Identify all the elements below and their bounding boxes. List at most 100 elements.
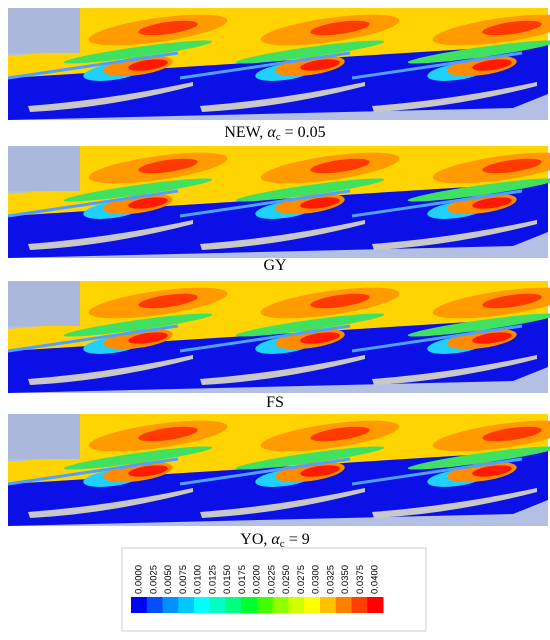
red-spot bbox=[310, 426, 370, 442]
colorbar-tick-label: 0.0150 bbox=[222, 565, 233, 594]
caption-text: GY bbox=[263, 257, 287, 274]
panel-caption: YO, αc = 9 bbox=[240, 531, 309, 550]
panel-caption: FS bbox=[266, 394, 284, 411]
red-core bbox=[300, 465, 340, 477]
blade bbox=[28, 220, 193, 250]
jet-line bbox=[179, 324, 351, 353]
color-swatch bbox=[209, 597, 226, 613]
step-block bbox=[8, 146, 80, 191]
blade bbox=[28, 82, 193, 112]
caption-subscript: c bbox=[276, 131, 281, 143]
blade bbox=[372, 82, 537, 112]
color-swatch bbox=[272, 597, 289, 613]
color-swatch bbox=[162, 597, 179, 613]
green-band bbox=[63, 40, 213, 64]
step-block bbox=[8, 8, 80, 53]
color-swatch bbox=[351, 597, 368, 613]
jet-line bbox=[179, 51, 351, 80]
jet-line bbox=[7, 457, 179, 486]
red-spot bbox=[482, 426, 542, 442]
red-spot bbox=[138, 293, 198, 309]
caption-subscript: c bbox=[280, 538, 285, 550]
color-swatch bbox=[241, 597, 258, 613]
jet-line bbox=[7, 324, 179, 353]
contour-panel bbox=[7, 8, 550, 120]
red-core bbox=[472, 59, 512, 71]
red-spot bbox=[138, 20, 198, 36]
red-spot bbox=[310, 20, 370, 36]
blade bbox=[28, 488, 193, 518]
red-core bbox=[300, 332, 340, 344]
green-band bbox=[63, 313, 213, 337]
green-band bbox=[63, 178, 213, 202]
red-spot bbox=[310, 158, 370, 174]
color-swatch bbox=[194, 597, 211, 613]
colorbar-tick-label: 0.0325 bbox=[325, 565, 336, 594]
green-band bbox=[407, 313, 550, 337]
red-core bbox=[300, 197, 340, 209]
caption-text: NEW, bbox=[224, 124, 267, 141]
jet-line bbox=[179, 189, 351, 218]
red-spot bbox=[138, 158, 198, 174]
red-spot bbox=[310, 293, 370, 309]
colorbar-tick-label: 0.0125 bbox=[207, 565, 218, 594]
red-core bbox=[472, 197, 512, 209]
color-swatch bbox=[335, 597, 352, 613]
colorbar-tick-label: 0.0300 bbox=[311, 565, 322, 594]
green-band bbox=[63, 446, 213, 470]
red-spot bbox=[482, 158, 542, 174]
jet-line bbox=[351, 324, 523, 353]
red-core bbox=[128, 59, 168, 71]
blade bbox=[200, 355, 365, 385]
red-core bbox=[128, 332, 168, 344]
green-band bbox=[235, 40, 385, 64]
colorbar-tick-label: 0.0375 bbox=[355, 565, 366, 594]
blade bbox=[200, 82, 365, 112]
jet-line bbox=[351, 189, 523, 218]
green-band bbox=[235, 178, 385, 202]
red-core bbox=[128, 197, 168, 209]
contour-panel bbox=[7, 146, 550, 258]
colorbar-tick-label: 0.0350 bbox=[340, 565, 351, 594]
jet-line bbox=[7, 51, 179, 80]
green-band bbox=[235, 446, 385, 470]
color-swatch bbox=[131, 597, 148, 613]
colorbar-tick-label: 0.0050 bbox=[163, 565, 174, 594]
jet-line bbox=[351, 457, 523, 486]
color-swatch bbox=[257, 597, 274, 613]
colorbar-tick-label: 0.0100 bbox=[193, 565, 204, 594]
contour-panel bbox=[7, 414, 550, 526]
color-swatch bbox=[320, 597, 337, 613]
caption-text: YO, bbox=[240, 531, 271, 548]
colorbar-tick-label: 0.0275 bbox=[296, 565, 307, 594]
colorbar-tick-label: 0.0025 bbox=[148, 565, 159, 594]
panel-caption: NEW, αc = 0.05 bbox=[224, 124, 325, 143]
step-block bbox=[8, 281, 80, 326]
color-swatch bbox=[367, 597, 384, 613]
colorbar-tick-label: 0.0200 bbox=[252, 565, 263, 594]
red-core bbox=[128, 465, 168, 477]
contour-panel bbox=[7, 281, 550, 393]
green-band bbox=[235, 313, 385, 337]
color-swatch bbox=[304, 597, 321, 613]
red-core bbox=[472, 332, 512, 344]
blade bbox=[372, 220, 537, 250]
caption-symbol: α bbox=[267, 124, 276, 141]
blade bbox=[200, 220, 365, 250]
green-band bbox=[407, 446, 550, 470]
color-swatch bbox=[146, 597, 163, 613]
red-spot bbox=[482, 20, 542, 36]
caption-text: FS bbox=[266, 394, 284, 411]
colorbar-frame bbox=[121, 547, 427, 632]
step-block bbox=[8, 414, 80, 459]
colorbar-tick-label: 0.0400 bbox=[370, 565, 381, 594]
colorbar-tick-label: 0.0250 bbox=[281, 565, 292, 594]
color-swatch bbox=[178, 597, 195, 613]
jet-line bbox=[351, 51, 523, 80]
color-swatch bbox=[288, 597, 305, 613]
colorbar-tick-label: 0.0175 bbox=[237, 565, 248, 594]
caption-rest: = 9 bbox=[285, 531, 310, 548]
panel-caption: GY bbox=[263, 257, 287, 274]
red-spot bbox=[138, 426, 198, 442]
